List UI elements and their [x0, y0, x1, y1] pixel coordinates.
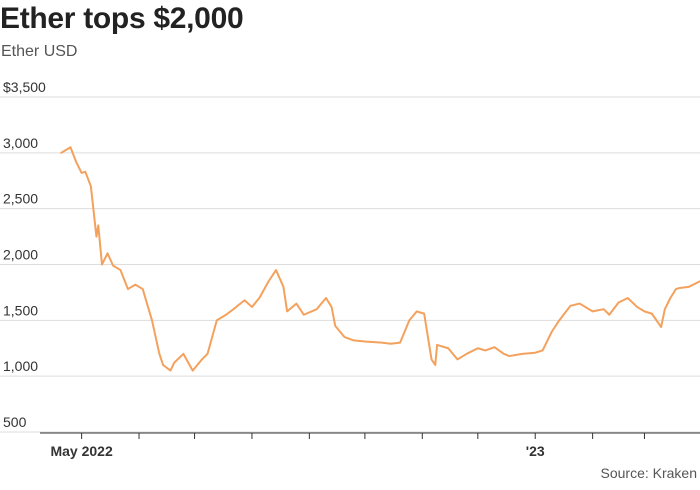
y-tick-label-3000: 3,000	[3, 135, 38, 151]
y-tick-label-1000: 1,000	[3, 358, 38, 374]
series-group	[60, 146, 700, 372]
x-tick-label-2022-05-01: May 2022	[50, 443, 112, 459]
y-tick-label-500: 500	[3, 414, 27, 430]
chart-subtitle: Ether USD	[1, 43, 78, 60]
y-tick-label-2000: 2,000	[3, 247, 38, 263]
grid-lines	[0, 96, 700, 433]
y-tick-label-2500: 2,500	[3, 191, 38, 207]
y-tick-label-3500: $3,500	[3, 79, 46, 95]
x-axis: May 2022 '23	[40, 432, 700, 459]
chart-title: Ether tops $2,000	[0, 2, 244, 35]
ether-price-line	[60, 146, 700, 372]
source-note: Source: Kraken	[600, 465, 698, 481]
y-tick-label-1500: 1,500	[3, 302, 38, 318]
y-axis-labels: $3,500 3,000 2,500 2,000 1,500 1,000 500	[3, 79, 46, 430]
x-tick-label-2023-01-01: '23	[526, 443, 545, 459]
